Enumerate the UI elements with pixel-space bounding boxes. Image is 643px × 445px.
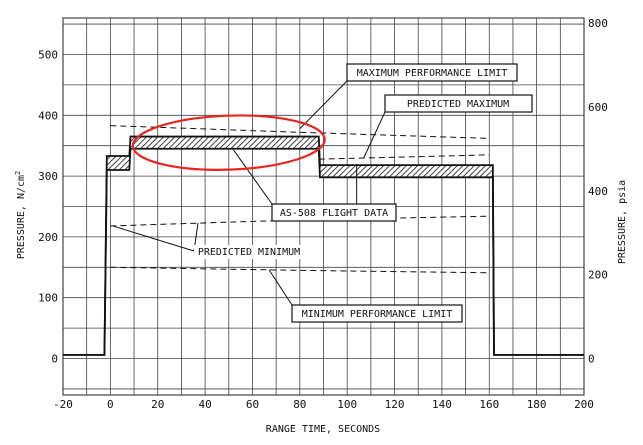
y-right-tick-label: 0 xyxy=(588,353,595,366)
y-axis-left-label: PRESSURE, N/cm2 xyxy=(14,171,27,260)
leader-as-508-flight-data xyxy=(233,149,273,205)
x-tick-label: -20 xyxy=(53,398,73,411)
y-left-tick-label: 100 xyxy=(38,292,58,305)
y-left-tick-label: 400 xyxy=(38,109,58,122)
y-axis-left-label-text: PRESSURE, N/cm xyxy=(16,175,27,259)
annotation-maximum-performance-limit: MAXIMUM PERFORMANCE LIMIT xyxy=(357,68,508,79)
x-tick-label: 120 xyxy=(385,398,405,411)
x-tick-label: 40 xyxy=(198,398,211,411)
x-tick-label: 140 xyxy=(432,398,452,411)
x-tick-label: 80 xyxy=(293,398,306,411)
annotation-as-508-flight-data: AS-508 FLIGHT DATA xyxy=(280,208,388,219)
x-tick-label: 20 xyxy=(151,398,164,411)
predicted-minimum-line xyxy=(110,215,490,227)
x-tick-label: 200 xyxy=(574,398,594,411)
y-axis-left-label-superscript: 2 xyxy=(14,171,22,175)
y-left-tick-label: 300 xyxy=(38,170,58,183)
x-tick-label: 60 xyxy=(246,398,259,411)
y-left-tick-label: 200 xyxy=(38,231,58,244)
label-box-predicted-maximum xyxy=(384,94,533,113)
annotation-minimum-performance-limit: MINIMUM PERFORMANCE LIMIT xyxy=(302,309,453,320)
y-left-tick-label: 500 xyxy=(38,48,58,61)
y-right-tick-label: 200 xyxy=(588,269,608,282)
y-right-tick-label: 800 xyxy=(588,17,608,30)
maximum-performance-limit-line xyxy=(110,125,490,139)
annotation-predicted-minimum: PREDICTED MINIMUM xyxy=(198,247,300,258)
y-left-tick-label: 0 xyxy=(51,353,58,366)
highlight-ellipse xyxy=(131,114,326,171)
leader-predicted-maximum xyxy=(363,111,386,159)
x-tick-label: 180 xyxy=(527,398,547,411)
y-axis-right-label: PRESSURE, psia xyxy=(617,180,628,264)
x-axis-label: RANGE TIME, SECONDS xyxy=(266,424,380,435)
x-tick-label: 100 xyxy=(337,398,357,411)
y-right-tick-label: 400 xyxy=(588,185,608,198)
x-tick-label: 0 xyxy=(107,398,114,411)
x-tick-label: 160 xyxy=(479,398,499,411)
leader-maximum-performance-limit xyxy=(299,80,348,130)
annotation-predicted-maximum: PREDICTED MAXIMUM xyxy=(407,99,509,110)
predicted-maximum-line xyxy=(318,154,490,160)
label-box-as-508-flight-data xyxy=(271,203,397,222)
minimum-performance-limit-line xyxy=(110,266,490,274)
tick-labels: -20 0 20 40 60 80 100 120 140 160 180 200 0 100 200 300… xyxy=(38,17,608,411)
y-right-tick-label: 600 xyxy=(588,101,608,114)
annotation-layer: MAXIMUM PERFORMANCE LIMIT PREDICTED MAXIM… xyxy=(112,63,533,323)
label-box-maximum-performance-limit xyxy=(346,63,518,82)
label-box-minimum-performance-limit xyxy=(291,304,463,323)
leader-minimum-performance-limit xyxy=(268,269,293,306)
leader-predicted-minimum xyxy=(112,225,195,252)
flight-data-band xyxy=(63,136,584,355)
label-bg-predicted-minimum xyxy=(194,245,304,259)
